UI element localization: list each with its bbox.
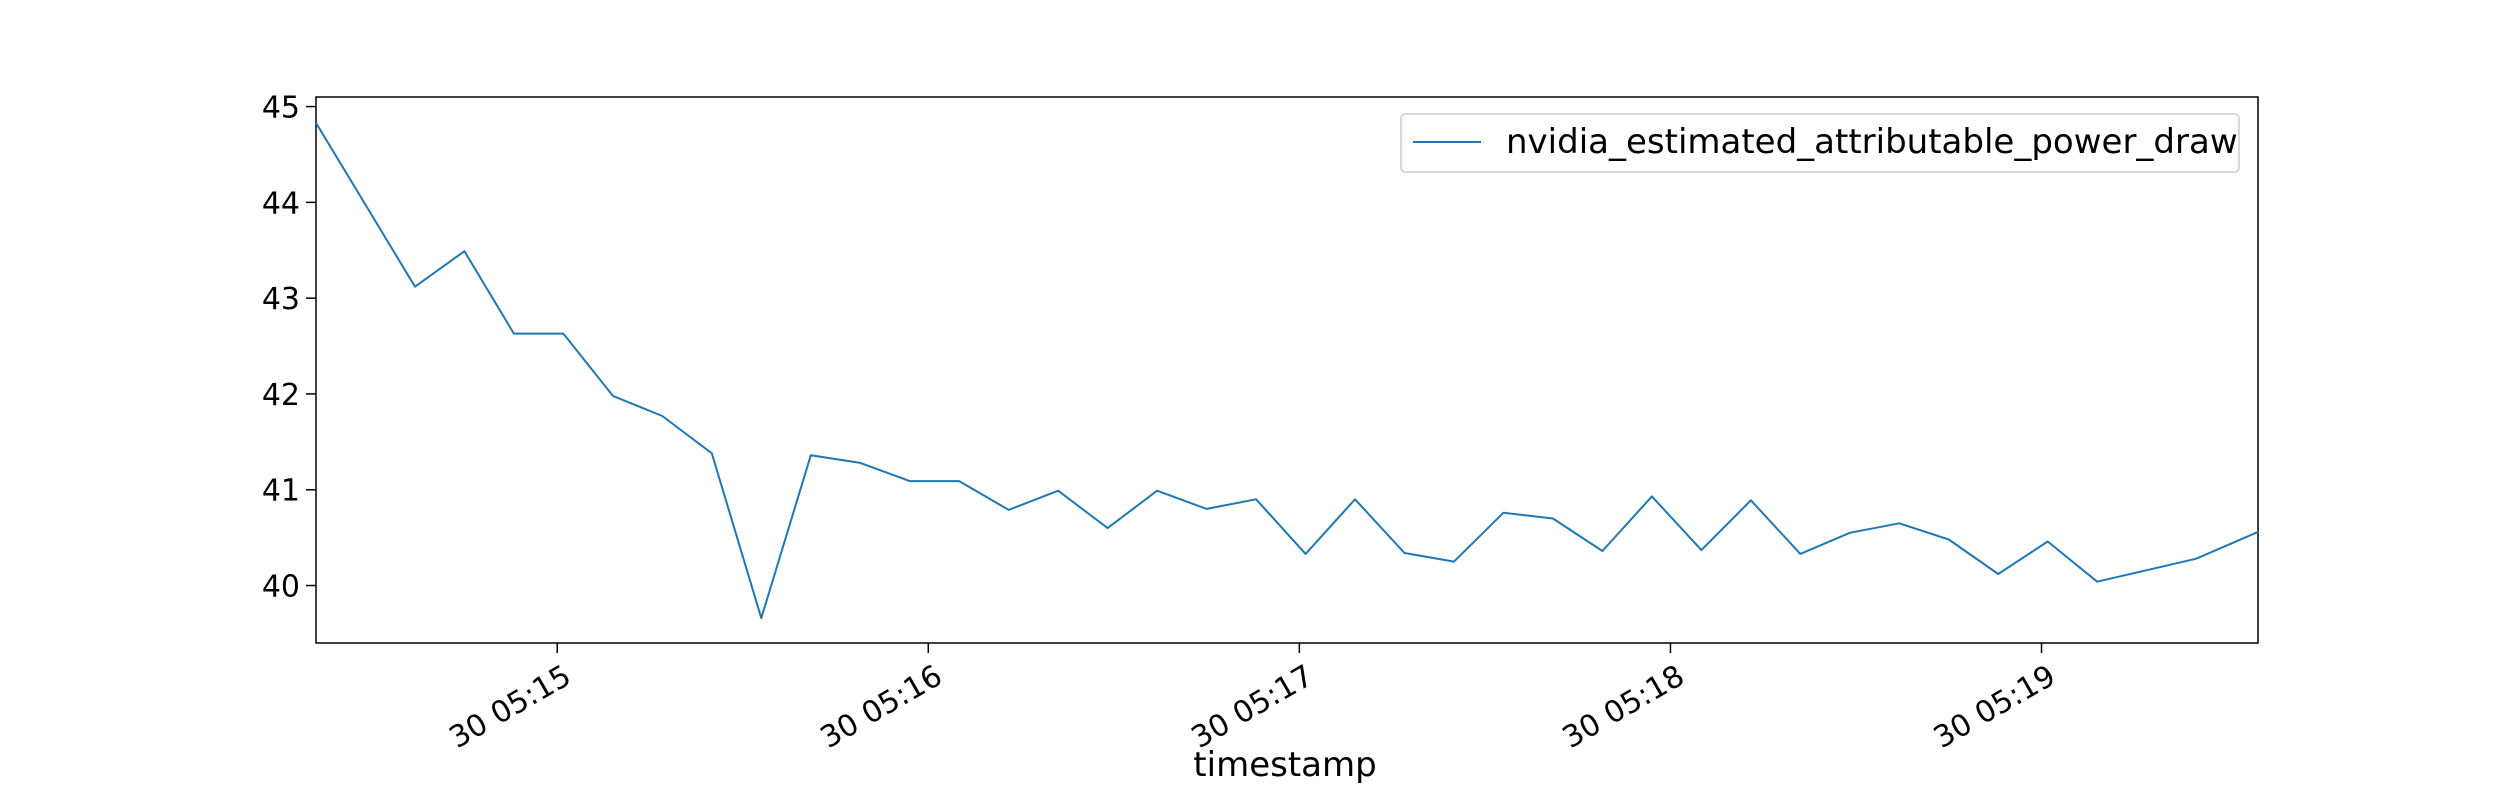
x-tick-label: 30 05:18 xyxy=(1557,658,1691,755)
plot-area xyxy=(315,96,2259,644)
legend-label: nvidia_estimated_attributable_power_draw xyxy=(1506,122,2238,162)
plot-frame xyxy=(315,96,2259,644)
y-tick-label: 40 xyxy=(262,570,300,605)
y-tick-label: 43 xyxy=(262,282,300,317)
series-layer xyxy=(315,122,2259,620)
x-axis-title: timestamp xyxy=(1193,745,1376,785)
x-tick-label: 30 05:17 xyxy=(1186,658,1320,755)
x-tick-label: 30 05:16 xyxy=(815,658,949,755)
x-axis: 30 05:15 30 05:16 30 05:17 30 05:18 30 05:19 xyxy=(444,643,2062,756)
legend: nvidia_estimated_attributable_power_draw xyxy=(1400,113,2240,173)
y-tick-label: 42 xyxy=(262,378,300,413)
y-tick-label: 41 xyxy=(262,474,300,509)
y-tick-label: 45 xyxy=(262,91,300,126)
x-tick-label: 30 05:19 xyxy=(1928,658,2062,755)
series-line-0 xyxy=(315,122,2259,620)
y-axis: 40 41 42 43 44 45 xyxy=(262,91,316,605)
x-tick-label: 30 05:15 xyxy=(444,658,578,755)
y-tick-label: 44 xyxy=(262,186,300,221)
legend-box xyxy=(1400,113,2240,173)
